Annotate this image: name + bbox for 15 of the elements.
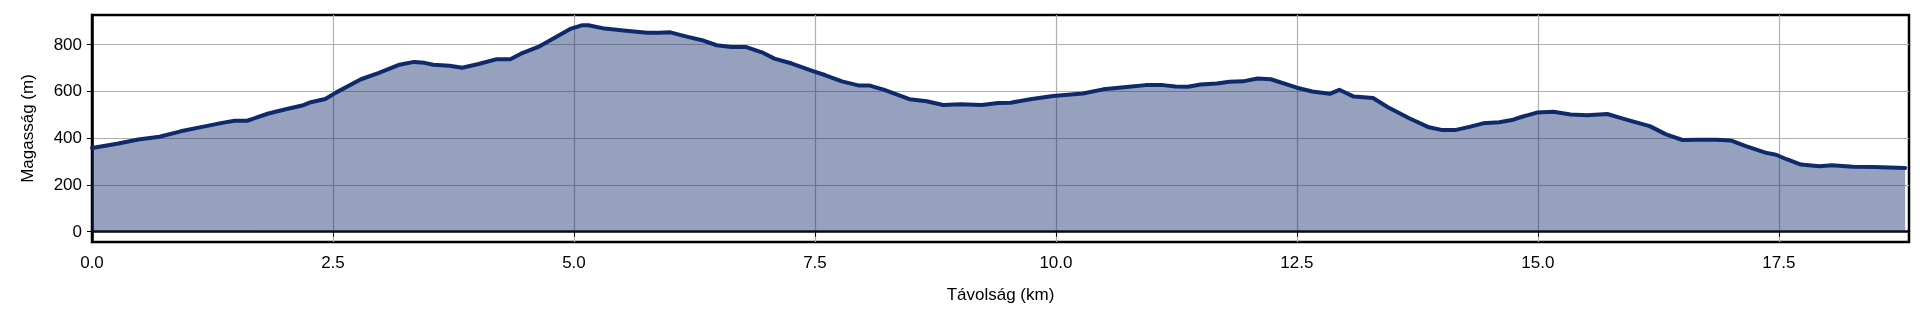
y-tick-label: 200	[53, 175, 82, 195]
x-tick-label: 7.5	[803, 253, 827, 272]
y-tick-label: 400	[53, 128, 82, 148]
x-tick-label: 17.5	[1762, 253, 1796, 272]
x-tick-label: 5.0	[562, 253, 586, 272]
y-tick-label: 0	[72, 222, 82, 242]
y-tick-label: 600	[53, 81, 82, 101]
x-tick-label: 0.0	[80, 253, 104, 272]
x-tick-label: 15.0	[1521, 253, 1555, 272]
y-tick-label: 800	[53, 34, 82, 54]
x-tick-label: 10.0	[1039, 253, 1073, 272]
y-axis-title: Magasság (m)	[18, 74, 37, 183]
x-tick-label: 12.5	[1280, 253, 1314, 272]
x-tick-label: 2.5	[321, 253, 345, 272]
x-axis-title: Távolság (km)	[946, 285, 1055, 304]
